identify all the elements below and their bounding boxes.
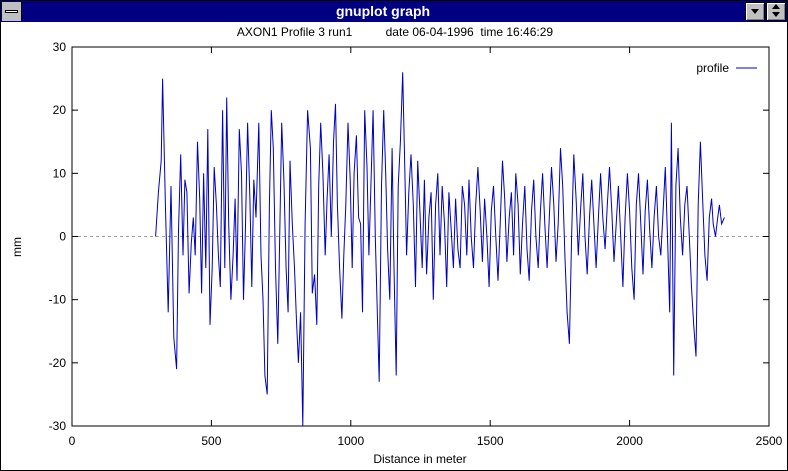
y-tick-label: -10 [49, 293, 67, 307]
legend-label: profile [696, 61, 729, 75]
y-tick-label: 10 [53, 166, 67, 180]
x-axis-label: Distance in meter [373, 452, 466, 466]
x-axis-ticks: 0 500 1000 1500 2000 2500 [69, 47, 783, 448]
x-tick-label: 2000 [616, 434, 643, 448]
x-tick-label: 0 [69, 434, 76, 448]
x-tick-label: 1500 [477, 434, 504, 448]
maximize-arrow-up-icon [772, 4, 780, 9]
y-tick-label: 20 [53, 103, 67, 117]
x-tick-label: 1000 [337, 434, 364, 448]
y-axis-label: mm [10, 237, 24, 257]
title-bar[interactable]: gnuplot graph [1, 1, 787, 22]
minimize-button[interactable] [745, 2, 765, 21]
maximize-button[interactable] [766, 2, 786, 21]
maximize-arrow-down-icon [772, 12, 780, 17]
chart-title: AXON1 Profile 3 run1 date 06-04-1996 tim… [236, 25, 554, 39]
y-tick-label: -20 [49, 356, 67, 370]
y-tick-label: -30 [49, 419, 67, 433]
y-tick-label: 0 [59, 230, 66, 244]
x-tick-label: 500 [201, 434, 221, 448]
minimize-arrow-icon [751, 9, 759, 14]
y-tick-label: 30 [53, 40, 67, 54]
system-menu-icon [5, 10, 18, 13]
x-tick-label: 2500 [756, 434, 783, 448]
system-menu-button[interactable] [2, 2, 22, 21]
profile-series-line [155, 72, 725, 427]
window-title: gnuplot graph [335, 3, 431, 19]
y-axis-ticks: 30 20 10 0 -10 -20 -30 [49, 40, 769, 433]
